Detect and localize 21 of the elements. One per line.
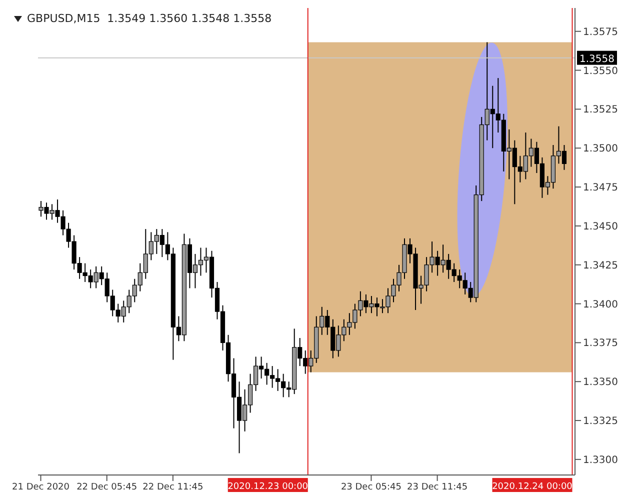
- x-tick-label: 23 Dec 11:45: [407, 482, 468, 492]
- y-tick-label: 1.3325: [583, 416, 618, 428]
- ref-line-label: 1.3558: [580, 54, 614, 65]
- y-tick-label: 1.3300: [583, 454, 618, 466]
- y-tick-label: 1.3450: [583, 221, 618, 232]
- ref-line-label: 2020.12.24 00:00: [492, 482, 573, 492]
- x-tick-label: 22 Dec 11:45: [142, 482, 204, 492]
- y-tick-label: 1.3550: [583, 66, 618, 77]
- y-tick-label: 1.3475: [583, 182, 618, 194]
- x-tick-label: 23 Dec 05:45: [340, 482, 402, 492]
- y-tick-label: 1.3500: [583, 144, 618, 155]
- x-tick-label: 22 Dec 05:45: [76, 482, 138, 492]
- y-tick-label: 1.3400: [583, 299, 618, 310]
- y-tick-label: 1.3375: [583, 338, 618, 350]
- x-tick-label: 21 Dec 2020: [12, 482, 70, 492]
- chart-title: GBPUSD,M15 1.3549 1.3560 1.3548 1.3558: [27, 12, 272, 25]
- y-tick-label: 1.3350: [583, 377, 618, 388]
- y-tick-label: 1.3425: [583, 260, 618, 272]
- y-tick-label: 1.3525: [583, 104, 618, 116]
- y-tick-label: 1.3575: [583, 26, 618, 38]
- ref-line-label: 2020.12.23 00:00: [228, 482, 308, 492]
